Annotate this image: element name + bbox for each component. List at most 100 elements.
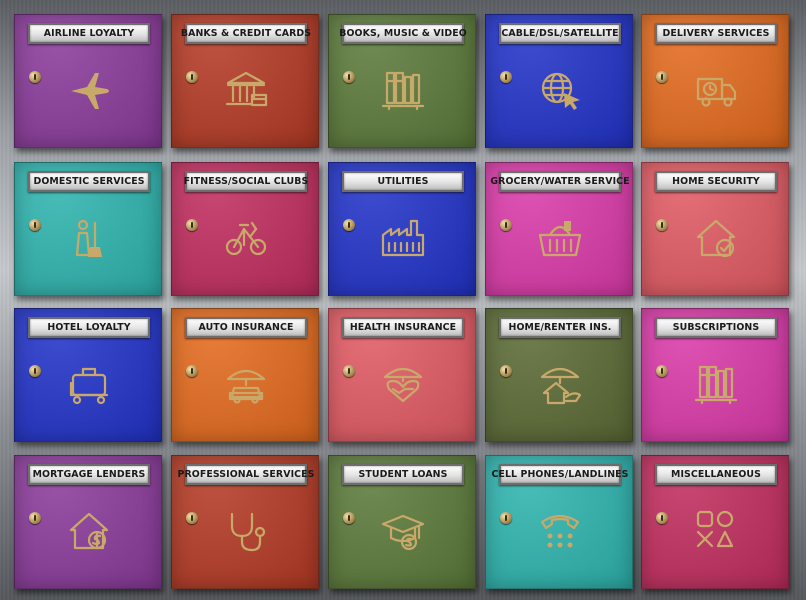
housekeeper-icon [65, 215, 113, 259]
keyhole-lock-icon [29, 365, 41, 377]
category-label: MORTGAGE LENDERS [32, 469, 146, 480]
category-label: AIRLINE LOYALTY [43, 28, 135, 39]
shapes-icon [692, 508, 740, 552]
category-label: BANKS & CREDIT CARDS [180, 28, 312, 39]
category-box-home-security[interactable]: HOME SECURITY [641, 162, 789, 296]
category-label: HOTEL LOYALTY [47, 322, 131, 333]
house-check-icon [692, 215, 740, 259]
category-label-plate: CELL PHONES/LANDLINES [491, 464, 628, 485]
category-label: PROFESSIONAL SERVICES [177, 469, 315, 480]
category-box-miscellaneous[interactable]: MISCELLANEOUS [641, 455, 789, 589]
keyhole-lock-icon [186, 71, 198, 83]
category-label-plate: CABLE/DSL/SATELLITE [499, 23, 621, 44]
category-box-grocery-water-service[interactable]: GROCERY/WATER SERVICE [485, 162, 633, 296]
category-box-banks-credit-cards[interactable]: BANKS & CREDIT CARDS [171, 14, 319, 148]
keyhole-lock-icon [656, 71, 668, 83]
category-label-plate: DOMESTIC SERVICES [28, 171, 150, 192]
category-label-plate: HOME/RENTER INS. [499, 317, 621, 338]
house-dollar-icon [65, 508, 113, 552]
category-label: CELL PHONES/LANDLINES [491, 469, 629, 480]
category-label: SUBSCRIPTIONS [672, 322, 760, 333]
category-label-plate: MISCELLANEOUS [655, 464, 777, 485]
category-label-plate: GROCERY/WATER SERVICE [490, 171, 630, 192]
globe-cursor-icon [536, 67, 584, 111]
category-label: HOME SECURITY [672, 176, 760, 187]
category-label-plate: HEALTH INSURANCE [342, 317, 464, 338]
category-box-health-insurance[interactable]: HEALTH INSURANCE [328, 308, 476, 442]
category-label: FITNESS/SOCIAL CLUBS [183, 176, 309, 187]
keyhole-lock-icon [29, 219, 41, 231]
keyhole-lock-icon [500, 219, 512, 231]
keyhole-lock-icon [186, 512, 198, 524]
exercise-bike-icon [222, 215, 270, 259]
delivery-truck-icon [692, 67, 740, 111]
stethoscope-icon [222, 508, 270, 552]
telephone-icon [536, 508, 584, 552]
category-box-auto-insurance[interactable]: AUTO INSURANCE [171, 308, 319, 442]
keyhole-lock-icon [500, 365, 512, 377]
category-box-airline-loyalty[interactable]: AIRLINE LOYALTY [14, 14, 162, 148]
category-box-books-music-video[interactable]: BOOKS, MUSIC & VIDEO [328, 14, 476, 148]
keyhole-lock-icon [343, 219, 355, 231]
keyhole-lock-icon [500, 71, 512, 83]
graduation-cap-dollar-icon [379, 508, 427, 552]
category-label-plate: HOTEL LOYALTY [28, 317, 150, 338]
books-icon [692, 361, 740, 405]
car-umbrella-icon [222, 361, 270, 405]
keyhole-lock-icon [656, 512, 668, 524]
category-label-plate: MORTGAGE LENDERS [28, 464, 150, 485]
category-box-student-loans[interactable]: STUDENT LOANS [328, 455, 476, 589]
category-label-plate: SUBSCRIPTIONS [655, 317, 777, 338]
category-box-home-renter-ins[interactable]: HOME/RENTER INS. [485, 308, 633, 442]
category-box-professional-services[interactable]: PROFESSIONAL SERVICES [171, 455, 319, 589]
category-label: DELIVERY SERVICES [662, 28, 770, 39]
category-label: GROCERY/WATER SERVICE [490, 176, 630, 187]
category-label-plate: DELIVERY SERVICES [655, 23, 777, 44]
category-box-utilities[interactable]: UTILITIES [328, 162, 476, 296]
category-label: HEALTH INSURANCE [349, 322, 457, 333]
category-box-mortgage-lenders[interactable]: MORTGAGE LENDERS [14, 455, 162, 589]
category-label-plate: BOOKS, MUSIC & VIDEO [339, 23, 467, 44]
keyhole-lock-icon [656, 219, 668, 231]
category-label-plate: AUTO INSURANCE [185, 317, 307, 338]
keyhole-lock-icon [29, 512, 41, 524]
heart-umbrella-icon [379, 361, 427, 405]
luggage-cart-icon [65, 361, 113, 405]
category-label: DOMESTIC SERVICES [33, 176, 145, 187]
keyhole-lock-icon [500, 512, 512, 524]
category-label: CABLE/DSL/SATELLITE [501, 28, 619, 39]
keyhole-lock-icon [343, 365, 355, 377]
airplane-icon [65, 67, 113, 111]
category-label-plate: FITNESS/SOCIAL CLUBS [183, 171, 309, 192]
bank-icon [222, 67, 270, 111]
category-label: STUDENT LOANS [358, 469, 448, 480]
keyhole-lock-icon [656, 365, 668, 377]
keyhole-lock-icon [343, 512, 355, 524]
shopping-basket-icon [536, 215, 584, 259]
category-label-plate: HOME SECURITY [655, 171, 777, 192]
category-label: MISCELLANEOUS [671, 469, 761, 480]
books-icon [379, 67, 427, 111]
keyhole-lock-icon [29, 71, 41, 83]
category-label-plate: UTILITIES [342, 171, 464, 192]
category-label: UTILITIES [377, 176, 429, 187]
category-label-plate: BANKS & CREDIT CARDS [181, 23, 311, 44]
category-label: HOME/RENTER INS. [508, 322, 612, 333]
category-label-plate: STUDENT LOANS [342, 464, 464, 485]
category-box-cell-phones-landlines[interactable]: CELL PHONES/LANDLINES [485, 455, 633, 589]
factory-icon [379, 215, 427, 259]
category-box-hotel-loyalty[interactable]: HOTEL LOYALTY [14, 308, 162, 442]
keyhole-lock-icon [343, 71, 355, 83]
keyhole-lock-icon [186, 219, 198, 231]
house-umbrella-icon [536, 361, 584, 405]
category-box-delivery-services[interactable]: DELIVERY SERVICES [641, 14, 789, 148]
category-label: BOOKS, MUSIC & VIDEO [339, 28, 467, 39]
category-label: AUTO INSURANCE [198, 322, 294, 333]
category-box-fitness-social-clubs[interactable]: FITNESS/SOCIAL CLUBS [171, 162, 319, 296]
category-label-plate: AIRLINE LOYALTY [28, 23, 150, 44]
keyhole-lock-icon [186, 365, 198, 377]
category-box-domestic-services[interactable]: DOMESTIC SERVICES [14, 162, 162, 296]
category-box-subscriptions[interactable]: SUBSCRIPTIONS [641, 308, 789, 442]
category-box-cable-dsl-satellite[interactable]: CABLE/DSL/SATELLITE [485, 14, 633, 148]
